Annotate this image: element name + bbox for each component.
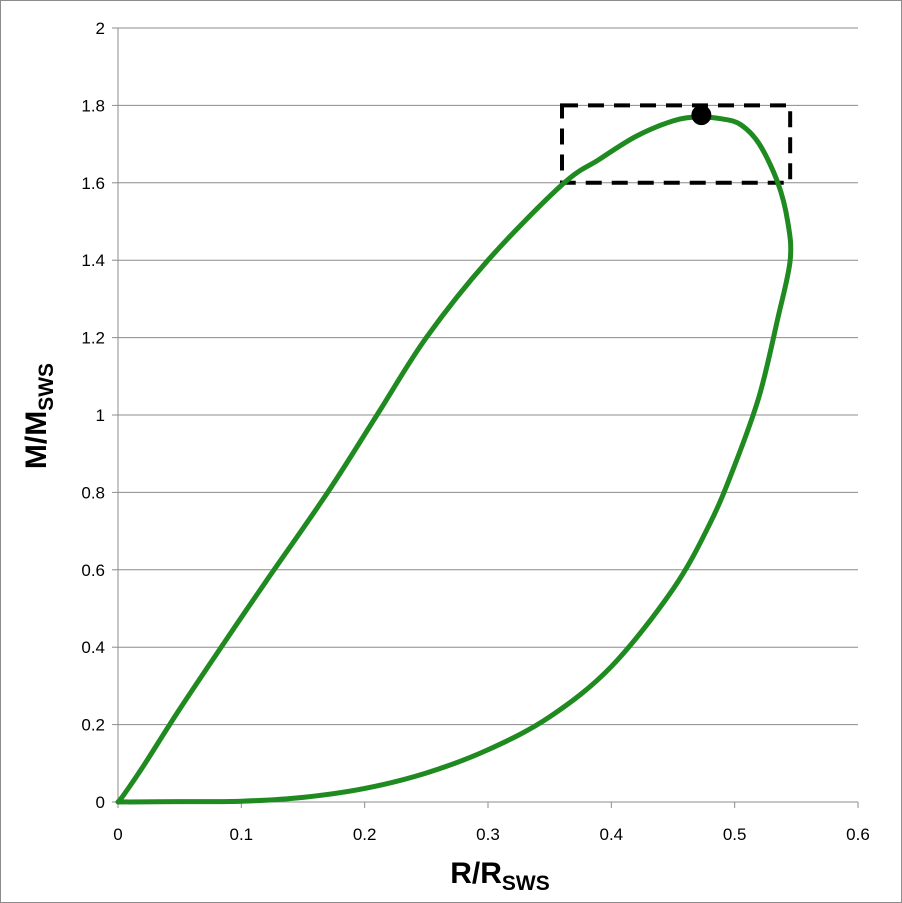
y-tick-label: 0.2 [81, 716, 105, 735]
y-tick-label: 1.6 [81, 174, 105, 193]
y-tick-label: 0 [96, 793, 105, 812]
y-tick-label: 0.8 [81, 483, 105, 502]
y-axis-title: M/MSWS [20, 363, 58, 469]
highlight-box-layer [560, 103, 793, 185]
y-tick-label: 2 [96, 19, 105, 38]
axes [112, 27, 859, 808]
x-tick-label: 0.6 [846, 825, 870, 844]
y-axis-title-sub: SWS [35, 363, 58, 411]
x-axis-title-sub: SWS [502, 872, 550, 895]
y-tick-labels: 0 0.2 0.4 0.6 0.8 1 1.2 1.4 1.6 1.8 2 [81, 19, 105, 812]
highlight-box [560, 103, 793, 185]
x-tick-label: 0.3 [476, 825, 500, 844]
series-line [115, 114, 794, 805]
series-layer [115, 114, 794, 805]
x-axis-title-main: R/R [450, 857, 502, 890]
x-tick-label: 0 [113, 825, 122, 844]
marker-point [691, 105, 712, 126]
x-tick-labels: 0 0.1 0.2 0.3 0.4 0.5 0.6 [113, 825, 870, 844]
marker-layer [691, 105, 712, 126]
y-tick-label: 1.4 [81, 251, 105, 270]
y-tick-label: 0.6 [81, 561, 105, 580]
grid-lines [118, 27, 858, 726]
x-tick-label: 0.5 [723, 825, 747, 844]
y-tick-label: 1.2 [81, 329, 105, 348]
y-axis-title-main: M/M [20, 411, 53, 469]
x-tick-label: 0.2 [353, 825, 377, 844]
x-tick-label: 0.1 [230, 825, 254, 844]
y-tick-label: 1.8 [81, 96, 105, 115]
y-tick-label: 1 [96, 406, 105, 425]
x-tick-label: 0.4 [600, 825, 624, 844]
y-tick-label: 0.4 [81, 638, 105, 657]
x-axis-title: R/RSWS [450, 857, 550, 895]
